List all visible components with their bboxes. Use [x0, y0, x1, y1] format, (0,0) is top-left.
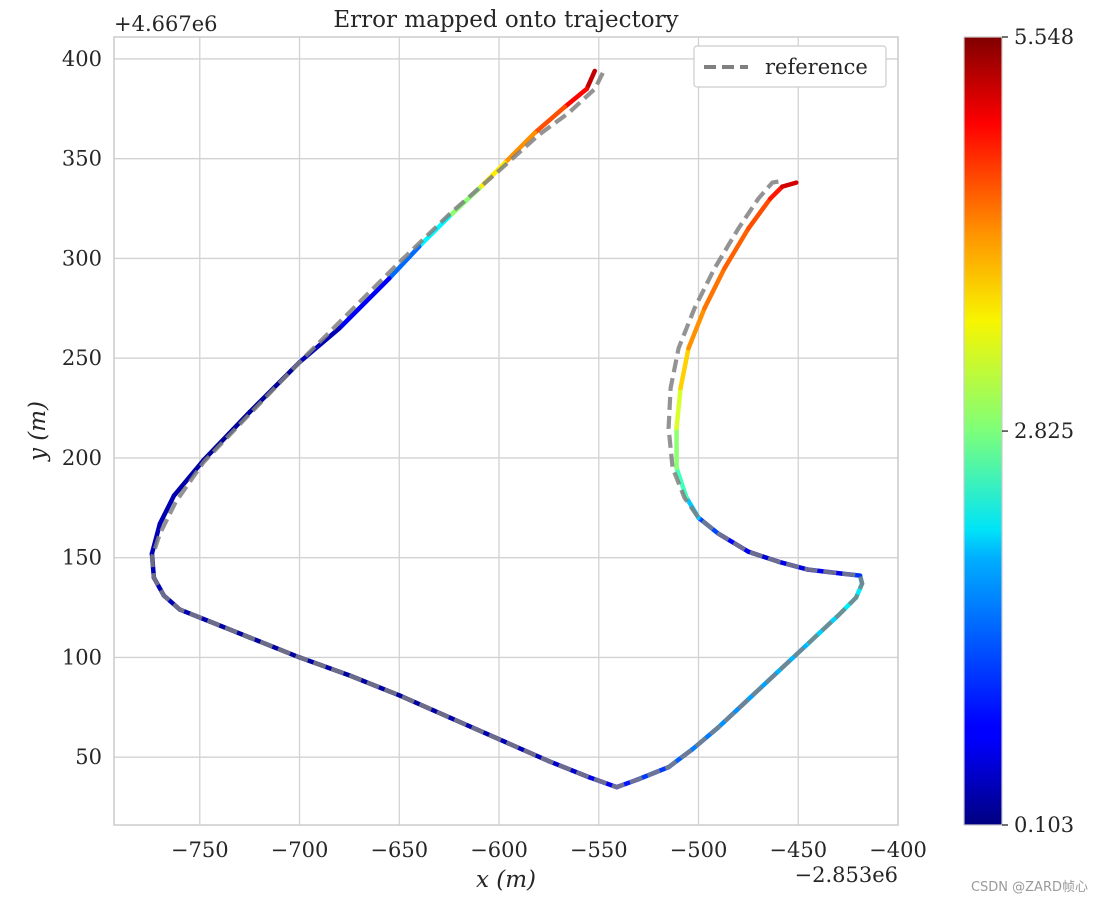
trajectory-segment [746, 196, 773, 231]
y-offset-label: +4.667e6 [114, 12, 218, 36]
x-offset-label: −2.853e6 [794, 863, 898, 887]
watermark: CSDN @ZARD帧心 [971, 880, 1088, 895]
plot-area [114, 37, 898, 825]
trajectory-segment [674, 385, 683, 431]
y-tick-label: 200 [62, 446, 102, 470]
trajectory-segment [387, 244, 422, 281]
trajectory-segment [702, 266, 727, 311]
trajectory-segment [686, 306, 707, 351]
colorbar-tick-label: 2.825 [1014, 419, 1074, 443]
x-tick-label: −400 [869, 838, 927, 862]
colorbar-tick-label: 0.103 [1014, 813, 1074, 837]
reference-line [149, 71, 865, 790]
trajectory-segment [722, 226, 751, 271]
y-tick-label: 50 [75, 745, 102, 769]
trajectory-segment [337, 276, 392, 331]
colorbar-tick-label: 5.548 [1014, 25, 1074, 49]
x-tick-label: −600 [470, 838, 528, 862]
trajectory-segment [768, 184, 785, 201]
x-tick-label: −650 [370, 838, 428, 862]
trajectory-segment [247, 635, 302, 660]
y-tick-label: 400 [62, 47, 102, 71]
colorbar-ticks: 0.103 2.825 5.548 [1002, 25, 1074, 837]
y-tick-label: 100 [62, 645, 102, 669]
trajectory-segment [674, 465, 689, 501]
colorbar: 0.103 2.825 5.548 [963, 25, 1074, 837]
trajectory-segment [502, 130, 538, 165]
legend-box [693, 45, 887, 88]
x-tick-label: −450 [769, 838, 827, 862]
y-tick-label: 300 [62, 246, 102, 270]
y-tick-label: 250 [62, 346, 102, 370]
x-axis-label: x (m) [476, 867, 536, 893]
y-axis-label: y (m) [25, 401, 51, 462]
trajectory-segment [562, 86, 590, 110]
x-tick-label: −500 [670, 838, 728, 862]
trajectory-segment [532, 104, 568, 136]
trajectory-segment [171, 457, 207, 499]
x-tick-label: −700 [271, 838, 329, 862]
trajectory-segment [780, 180, 799, 189]
y-tick-label: 350 [62, 147, 102, 171]
trajectory-layer [149, 68, 865, 790]
chart-title: Error mapped onto trajectory [333, 7, 678, 33]
trajectory-segment [584, 68, 598, 92]
plot-frame [113, 36, 899, 826]
x-tick-label: −550 [570, 838, 628, 862]
colorbar-gradient [963, 36, 1003, 826]
x-axis-label-text: x (m) [476, 867, 536, 893]
x-tick-label: −750 [171, 838, 229, 862]
legend-reference-label: reference [765, 55, 868, 79]
legend: reference [693, 45, 887, 88]
y-tick-label: 150 [62, 546, 102, 570]
y-ticks: 50 100 150 200 250 300 350 400 [62, 47, 102, 769]
trajectory-segment [149, 521, 163, 556]
trajectory-segment [157, 493, 177, 527]
x-ticks: −750 −700 −650 −600 −550 −500 −450 −400 [171, 838, 927, 862]
trajectory-segment [678, 345, 691, 391]
